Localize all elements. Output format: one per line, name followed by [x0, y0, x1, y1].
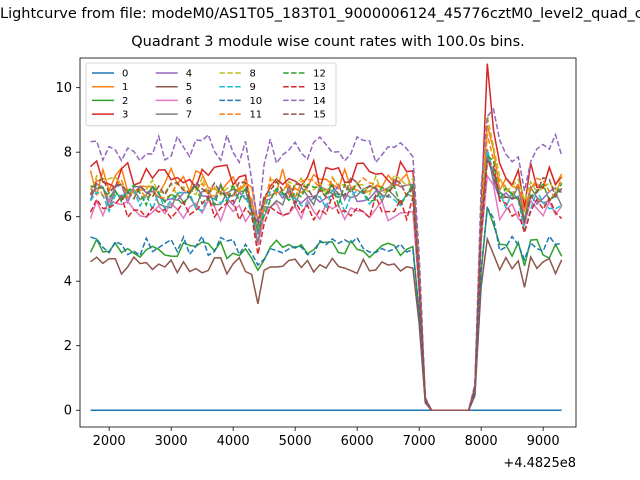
legend-label-3: 3 — [122, 110, 128, 121]
legend-label-8: 8 — [249, 69, 255, 80]
series-line-2 — [89, 206, 563, 411]
x-tick-label: 3000 — [155, 434, 188, 449]
figure-suptitle: Lightcurve from file: modeM0/AS1T05_183T… — [0, 6, 640, 22]
legend-label-11: 11 — [249, 110, 262, 121]
series-line-8 — [89, 115, 563, 411]
x-tick-label: 7000 — [403, 434, 436, 449]
legend-label-6: 6 — [186, 96, 192, 107]
y-tick-label: 2 — [64, 339, 72, 354]
legend-label-13: 13 — [313, 82, 326, 93]
y-tick-label: 6 — [64, 210, 72, 225]
series-line-11 — [89, 134, 563, 411]
y-axis-ticks: 0 2 4 6 8 10 — [55, 81, 80, 419]
x-tick-label: 9000 — [527, 434, 560, 449]
plot-frame — [79, 57, 577, 428]
x-axis-ticks: 2000 3000 4000 5000 6000 7000 8000 9000 — [93, 427, 560, 449]
legend-label-4: 4 — [186, 69, 192, 80]
series-lines — [89, 63, 563, 411]
legend-label-5: 5 — [186, 82, 192, 93]
x-tick-label: 2000 — [93, 434, 126, 449]
y-tick-label: 0 — [64, 404, 72, 419]
legend-label-7: 7 — [186, 110, 192, 121]
legend-label-14: 14 — [313, 96, 326, 107]
legend-label-1: 1 — [122, 82, 128, 93]
series-line-9 — [89, 149, 563, 411]
legend-label-12: 12 — [313, 69, 326, 80]
y-tick-label: 8 — [64, 146, 72, 161]
series-line-10 — [90, 205, 562, 411]
legend-label-9: 9 — [249, 82, 255, 93]
series-line-5 — [90, 236, 563, 411]
series-line-13 — [89, 160, 563, 411]
legend-label-2: 2 — [122, 96, 128, 107]
x-tick-label: 6000 — [341, 434, 374, 449]
chart-title: Quadrant 3 module wise count rates with … — [131, 34, 525, 50]
legend-label-10: 10 — [249, 96, 262, 107]
legend-label-15: 15 — [313, 110, 326, 121]
x-tick-label: 5000 — [279, 434, 312, 449]
y-tick-label: 4 — [64, 275, 72, 290]
series-line-15 — [89, 157, 563, 411]
y-tick-label: 10 — [55, 81, 72, 96]
x-offset-label: +4.4825e8 — [503, 456, 576, 471]
legend-box — [85, 62, 337, 127]
series-line-14 — [90, 107, 563, 411]
x-tick-label: 4000 — [217, 434, 250, 449]
legend-label-0: 0 — [122, 69, 128, 80]
x-tick-label: 8000 — [465, 434, 498, 449]
series-line-6 — [89, 173, 563, 411]
series-line-12 — [90, 154, 563, 411]
